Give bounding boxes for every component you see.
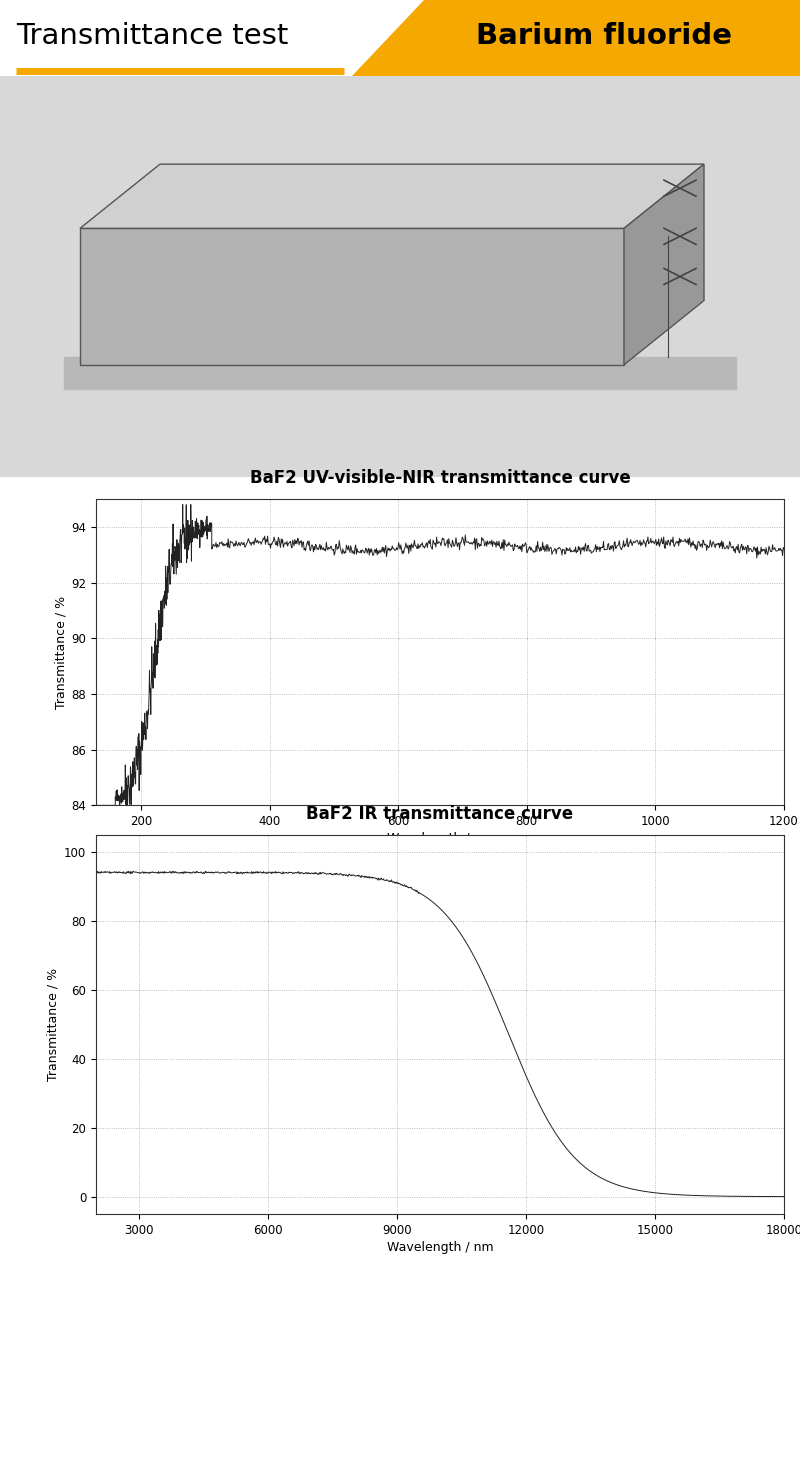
Text: Barium fluoride: Barium fluoride bbox=[476, 22, 732, 51]
Polygon shape bbox=[624, 165, 704, 365]
Polygon shape bbox=[80, 165, 704, 229]
Y-axis label: Transmittance / %: Transmittance / % bbox=[54, 595, 67, 709]
Polygon shape bbox=[352, 0, 800, 76]
Bar bbox=[64, 357, 736, 390]
Y-axis label: Transmittance / %: Transmittance / % bbox=[47, 967, 60, 1081]
Text: Transmittance test: Transmittance test bbox=[16, 22, 288, 51]
X-axis label: Wavelength / nm: Wavelength / nm bbox=[386, 832, 494, 845]
Polygon shape bbox=[80, 229, 624, 365]
Text: BaF2 IR transmittance curve: BaF2 IR transmittance curve bbox=[306, 805, 574, 823]
X-axis label: Wavelength / nm: Wavelength / nm bbox=[386, 1240, 494, 1253]
Text: BaF2 UV-visible-NIR transmittance curve: BaF2 UV-visible-NIR transmittance curve bbox=[250, 470, 630, 487]
